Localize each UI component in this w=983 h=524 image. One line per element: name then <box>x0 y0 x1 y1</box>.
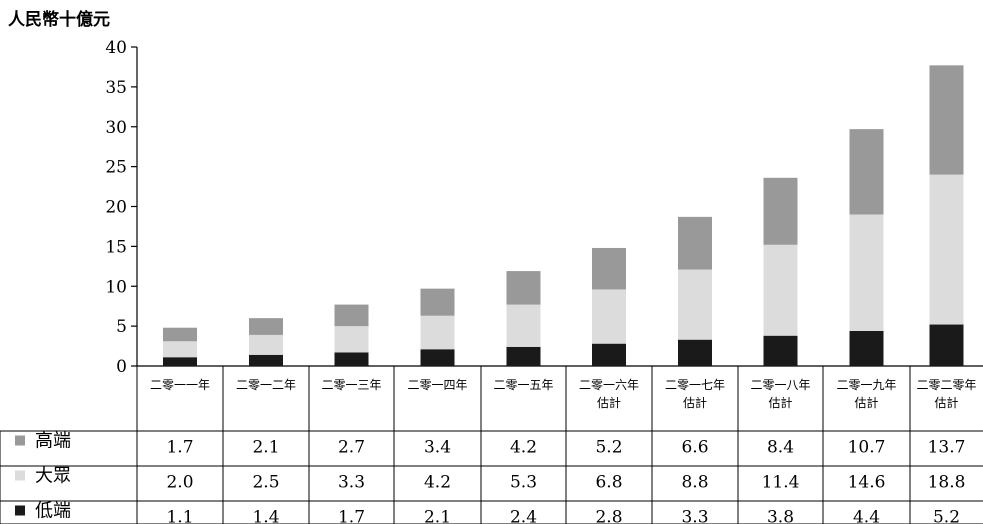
data-label: 2.5 <box>252 473 279 493</box>
data-label: 5.2 <box>933 508 960 524</box>
bar-segment <box>678 269 712 340</box>
category-label: 估計 <box>597 395 621 410</box>
y-tick-label: 35 <box>105 78 127 98</box>
data-label: 4.4 <box>853 508 880 524</box>
bar-segment <box>592 343 626 366</box>
data-label: 3.3 <box>338 473 365 493</box>
category-label: 估計 <box>768 395 792 410</box>
bar-segment <box>249 334 283 355</box>
legend-label: 低端 <box>35 501 71 522</box>
legend-label: 大眾 <box>35 466 71 487</box>
bar-segment <box>334 304 369 327</box>
category-label: 二零一二年 <box>236 378 296 392</box>
legend-swatch <box>15 435 25 446</box>
bar-segment <box>929 65 964 175</box>
bar-segment <box>763 177 798 245</box>
y-tick-label: 5 <box>116 317 127 337</box>
bar-segment <box>678 339 712 366</box>
data-label: 10.7 <box>848 438 886 458</box>
data-label: 3.4 <box>424 438 451 458</box>
data-label: 8.8 <box>681 473 708 493</box>
bar-segment <box>929 174 964 325</box>
data-label: 4.2 <box>510 438 537 458</box>
category-label: 二零一五年 <box>493 378 553 392</box>
bar-segment <box>678 216 712 270</box>
y-tick-label: 25 <box>105 158 127 178</box>
bar-segment <box>249 354 283 366</box>
data-label: 2.1 <box>424 508 451 524</box>
data-label: 3.3 <box>681 508 708 524</box>
data-label: 14.6 <box>848 473 886 493</box>
data-label: 6.6 <box>681 438 708 458</box>
data-label: 11.4 <box>762 473 800 493</box>
category-label: 二零二零年 <box>916 378 976 392</box>
category-label: 二零一一年 <box>150 378 210 392</box>
data-label: 5.2 <box>595 438 622 458</box>
bar-segment <box>929 324 964 366</box>
bar-segment <box>163 327 197 342</box>
legend-swatch <box>15 505 25 516</box>
bar-segment <box>763 335 798 366</box>
bar-segment <box>420 288 455 316</box>
bar-segment <box>592 289 626 344</box>
bar-segment <box>420 349 455 366</box>
category-label: 估計 <box>854 395 878 410</box>
bar-segment <box>334 326 369 353</box>
category-label: 二零一六年 <box>579 378 639 392</box>
data-label: 4.2 <box>424 473 451 493</box>
y-tick-label: 40 <box>105 38 127 58</box>
category-label: 估計 <box>934 395 958 410</box>
bar-segment <box>249 318 283 335</box>
y-tick-label: 10 <box>105 277 127 297</box>
category-label: 二零一八年 <box>750 378 810 392</box>
y-tick-label: 0 <box>116 357 127 377</box>
legend-label: 高端 <box>35 431 71 452</box>
bar-segment <box>592 247 626 290</box>
data-label: 2.8 <box>595 508 622 524</box>
bar-segment <box>506 346 541 366</box>
legend-swatch <box>15 470 25 481</box>
data-label: 1.7 <box>338 508 365 524</box>
data-label: 2.7 <box>338 438 365 458</box>
bar-segment <box>334 352 369 366</box>
bar-segment <box>420 315 455 350</box>
category-label: 二零一七年 <box>665 378 725 392</box>
bar-segment <box>163 341 197 358</box>
y-tick-label: 15 <box>105 237 127 257</box>
bar-segment <box>849 330 884 366</box>
data-label: 1.1 <box>166 508 193 524</box>
bar-segment <box>849 214 884 331</box>
data-label: 18.8 <box>928 473 966 493</box>
data-label: 8.4 <box>767 438 794 458</box>
data-label: 1.7 <box>166 438 193 458</box>
y-tick-label: 20 <box>105 198 127 218</box>
data-label: 2.4 <box>510 508 537 524</box>
data-label: 2.1 <box>252 438 279 458</box>
category-label: 二零一三年 <box>321 378 381 392</box>
data-label: 3.8 <box>767 508 794 524</box>
data-label: 1.4 <box>252 508 279 524</box>
data-label: 13.7 <box>928 438 966 458</box>
category-label: 二零一九年 <box>836 378 896 392</box>
data-label: 5.3 <box>510 473 537 493</box>
data-label: 6.8 <box>595 473 622 493</box>
bar-segment <box>763 244 798 336</box>
bar-segment <box>506 271 541 305</box>
bar-segment <box>506 304 541 347</box>
category-label: 二零一四年 <box>407 378 467 392</box>
category-label: 估計 <box>683 395 707 410</box>
data-label: 2.0 <box>166 473 193 493</box>
y-axis-label: 人民幣十億元 <box>8 9 110 30</box>
y-tick-label: 30 <box>105 118 127 138</box>
bar-segment <box>163 357 197 366</box>
bar-segment <box>849 129 884 215</box>
